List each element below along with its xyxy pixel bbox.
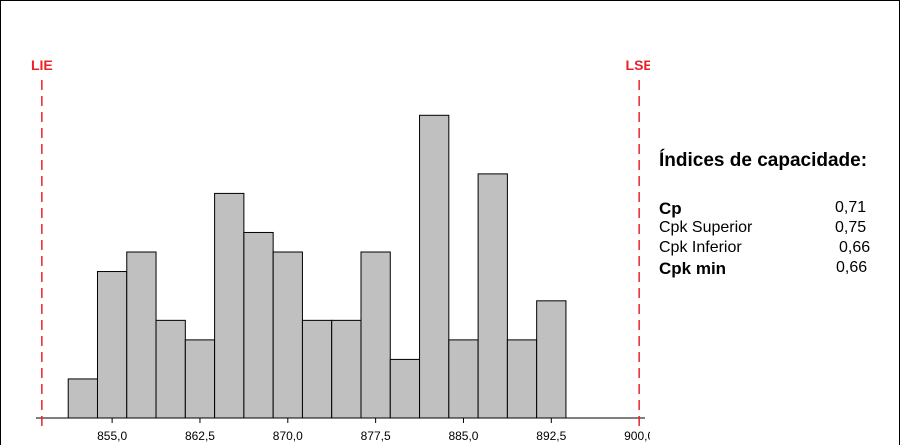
capability-title: Índices de capacidade: [659,150,868,171]
histogram-bar [448,339,479,419]
cp-value: 0,71 [835,199,867,216]
cpk-inferior-label: Cpk Inferior [659,239,742,256]
histogram-bar [155,319,186,419]
x-tick-label: 877,5 [361,429,391,443]
cp-row: Cp 0,71 [659,199,899,219]
spec-limit-label: LIE [31,57,53,73]
cp-label: Cp [659,199,682,218]
histogram-bar [506,339,538,419]
histogram-bar [243,231,274,419]
histogram-bar [301,319,333,419]
histogram-bar [360,251,391,419]
x-tick-label: 885,0 [448,429,478,443]
histogram-chart: 855,0 862,5 870,0 877,5 885,0 892,5 900,0 LIE LS… [31,57,650,443]
histogram-bar [96,271,128,419]
x-tick-label: 870,0 [273,429,303,443]
cpk-min-label: Cpk min [659,259,727,278]
histogram-bar [477,173,508,419]
histogram-bar [389,358,421,419]
x-tick-label: 900,0 [624,429,650,443]
x-tick-label: 862,5 [185,429,215,443]
x-tick-label: 855,0 [97,429,127,443]
histogram-bar [126,251,157,419]
x-tick-label: 892,5 [536,429,566,443]
cpk-superior-value: 0,75 [835,219,867,236]
histogram-bar [214,192,245,419]
histogram-bar [331,319,362,419]
cpk-min-value: 0,66 [836,259,868,276]
cpk-min-row: Cpk min 0,66 [659,259,899,279]
histogram-bar [272,251,303,419]
cpk-inferior-value: 0,66 [839,239,871,256]
histogram-bar [419,114,450,419]
histogram-bar [536,300,567,419]
histogram-bar [184,339,216,419]
cpk-superior-row: Cpk Superior 0,75 [659,219,899,239]
spec-limit-label: LSE [626,57,650,73]
cpk-inferior-row: Cpk Inferior 0,66 [659,239,899,259]
histogram-bar [67,378,98,419]
cpk-superior-label: Cpk Superior [659,219,753,236]
capability-panel: Índices de capacidade: Cp 0,71 Cpk Super… [659,150,899,279]
